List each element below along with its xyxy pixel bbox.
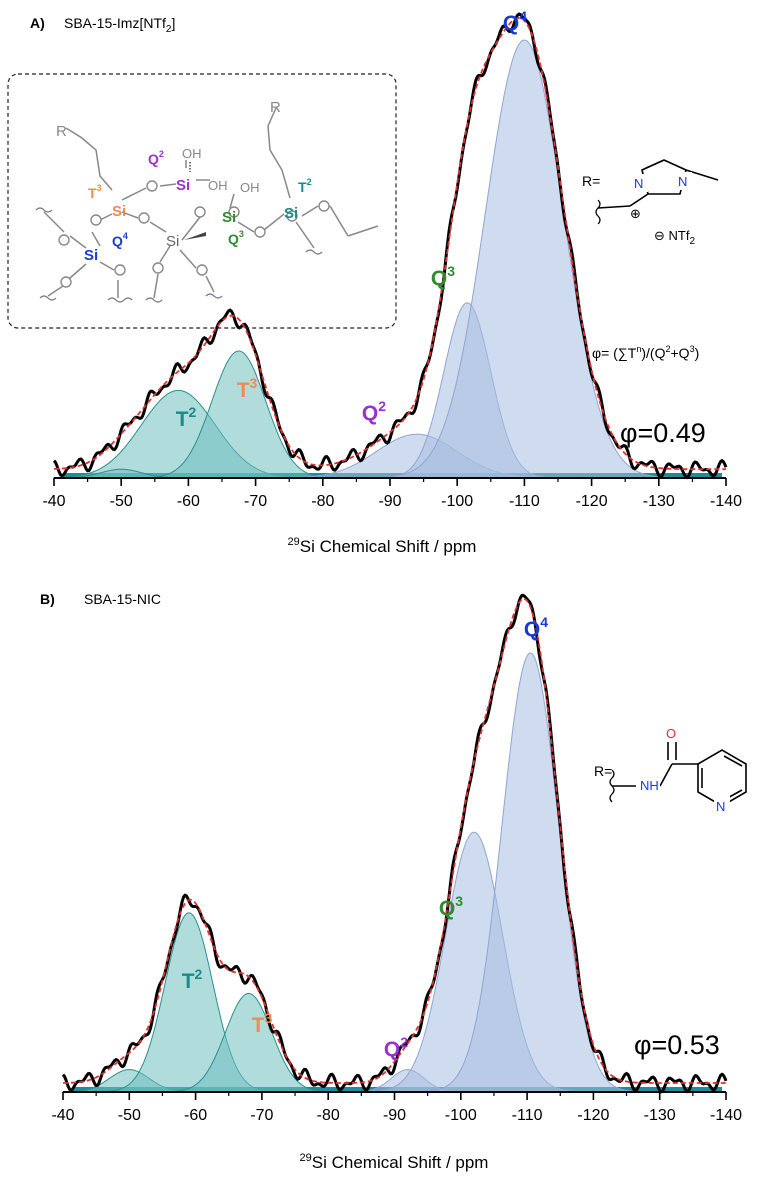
scheme-r-1: R (56, 123, 67, 140)
scheme-r-2: R (270, 99, 281, 116)
x-tick-label: -50 (118, 1107, 141, 1124)
x-tick-label: -90 (378, 493, 401, 510)
scheme-si-q2: Si (176, 177, 190, 194)
x-tick-label: -80 (317, 1107, 340, 1124)
x-tick-label: -130 (643, 493, 675, 510)
fitted-spectrum (62, 598, 726, 1084)
phi-value-a: φ=0.49 (620, 418, 706, 448)
scheme-oh-3: OH (240, 180, 260, 195)
x-tick-label: -140 (710, 1107, 742, 1124)
scheme-si-q4: Si (84, 247, 98, 264)
peak-label-q3-a: Q3 (431, 263, 455, 290)
x-tick-label: -130 (644, 1107, 676, 1124)
scheme-t2-label: T2 (298, 177, 312, 195)
x-tick-label: -140 (710, 493, 742, 510)
r-label-a: R= (582, 173, 600, 189)
x-tick-label: -100 (445, 1107, 477, 1124)
imidazolium-structure: R= N N ⊕ ⊖ NTf2 (582, 159, 719, 247)
scheme-q2-label: Q2 (148, 149, 164, 167)
fitted-spectrum (54, 17, 726, 471)
x-tick-label: -110 (509, 493, 540, 510)
x-tick-label: -90 (383, 1107, 406, 1124)
panel-a-title: SBA-15-Imz[NTf2] (64, 15, 175, 35)
x-tick-label: -50 (110, 493, 133, 510)
x-axis-b: -40 -50 -60 -70 -80 -90 -100 -110 -120 -130 -140 (51, 1091, 742, 1124)
imz-n1: N (634, 176, 643, 191)
x-tick-label: -60 (177, 493, 200, 510)
peak-label-q3-b: Q3 (439, 893, 463, 920)
x-tick-label: -40 (42, 493, 65, 510)
panel-b-letter: B) (40, 591, 55, 607)
counter-ion: ⊖ NTf2 (654, 228, 695, 247)
x-tick-label: -110 (512, 1107, 543, 1124)
peak-label-t2-a: T2 (176, 404, 197, 431)
x-tick-label: -80 (311, 493, 334, 510)
r-label-b: R= (594, 763, 612, 779)
x-tick-label: -60 (184, 1107, 207, 1124)
x-tick-label: -100 (441, 493, 473, 510)
imz-n2: N (678, 174, 687, 189)
scheme-oh-1: OH (182, 146, 202, 161)
x-tick-label: -70 (244, 493, 267, 510)
peak-label-t2-b: T2 (182, 966, 203, 993)
nic-n: N (716, 799, 725, 814)
panel-a: A) SBA-15-Imz[NTf2] -40 -50 -60 -70 -80 -90 -1… (7, 8, 742, 556)
x-tick-label: -40 (51, 1107, 74, 1124)
scheme-si-t3: Si (112, 203, 126, 220)
x-axis-a: -40 -50 -60 -70 -80 -90 -100 -110 -120 -130 -140 (42, 477, 742, 510)
phi-value-b: φ=0.53 (634, 1030, 720, 1060)
x-axis-title-a: 29Si Chemical Shift / ppm (288, 536, 477, 556)
scheme-q3-label: Q3 (228, 229, 244, 247)
peak-label-q4-b: Q4 (524, 614, 548, 641)
peak-label-q2-b: Q2 (384, 1034, 408, 1061)
scheme-si-t2: Si (284, 205, 298, 222)
x-tick-label: -70 (250, 1107, 273, 1124)
peak-label-q2-a: Q2 (362, 398, 386, 425)
panel-a-letter: A) (30, 15, 45, 31)
scheme-si-center: Si (166, 233, 179, 250)
nicotinamide-structure: R= NH O N (594, 724, 747, 814)
plot-b (61, 593, 728, 1094)
peak-label-q4-a: Q4 (503, 8, 527, 35)
experimental-spectrum (61, 593, 728, 1094)
scheme-t3-label: T3 (88, 183, 102, 201)
peak-label-t3-b: T3 (252, 1010, 273, 1037)
phi-formula: φ= (∑Tn)/(Q2+Q3) (592, 344, 699, 361)
x-tick-label: -120 (577, 1107, 609, 1124)
scheme-si-q3: Si (222, 209, 236, 226)
panel-b-title: SBA-15-NIC (84, 591, 161, 607)
silica-scheme: R R Si Si Si Si Si Si OH OH OH T3 Q4 Q2 … (7, 73, 397, 329)
scheme-q4-label: Q4 (112, 231, 128, 249)
x-tick-label: -120 (576, 493, 608, 510)
panel-b: B) SBA-15-NIC -40 -50 -60 -70 -80 -90 -100 -110… (40, 591, 747, 1172)
plot-a (52, 12, 728, 480)
peak-label-t3-a: T3 (237, 375, 258, 402)
nic-o: O (666, 726, 676, 741)
scheme-oh-2: OH (208, 178, 228, 193)
x-axis-title-b: 29Si Chemical Shift / ppm (300, 1152, 489, 1172)
imz-plus: ⊕ (630, 206, 641, 221)
nic-nh-n: NH (640, 778, 659, 793)
